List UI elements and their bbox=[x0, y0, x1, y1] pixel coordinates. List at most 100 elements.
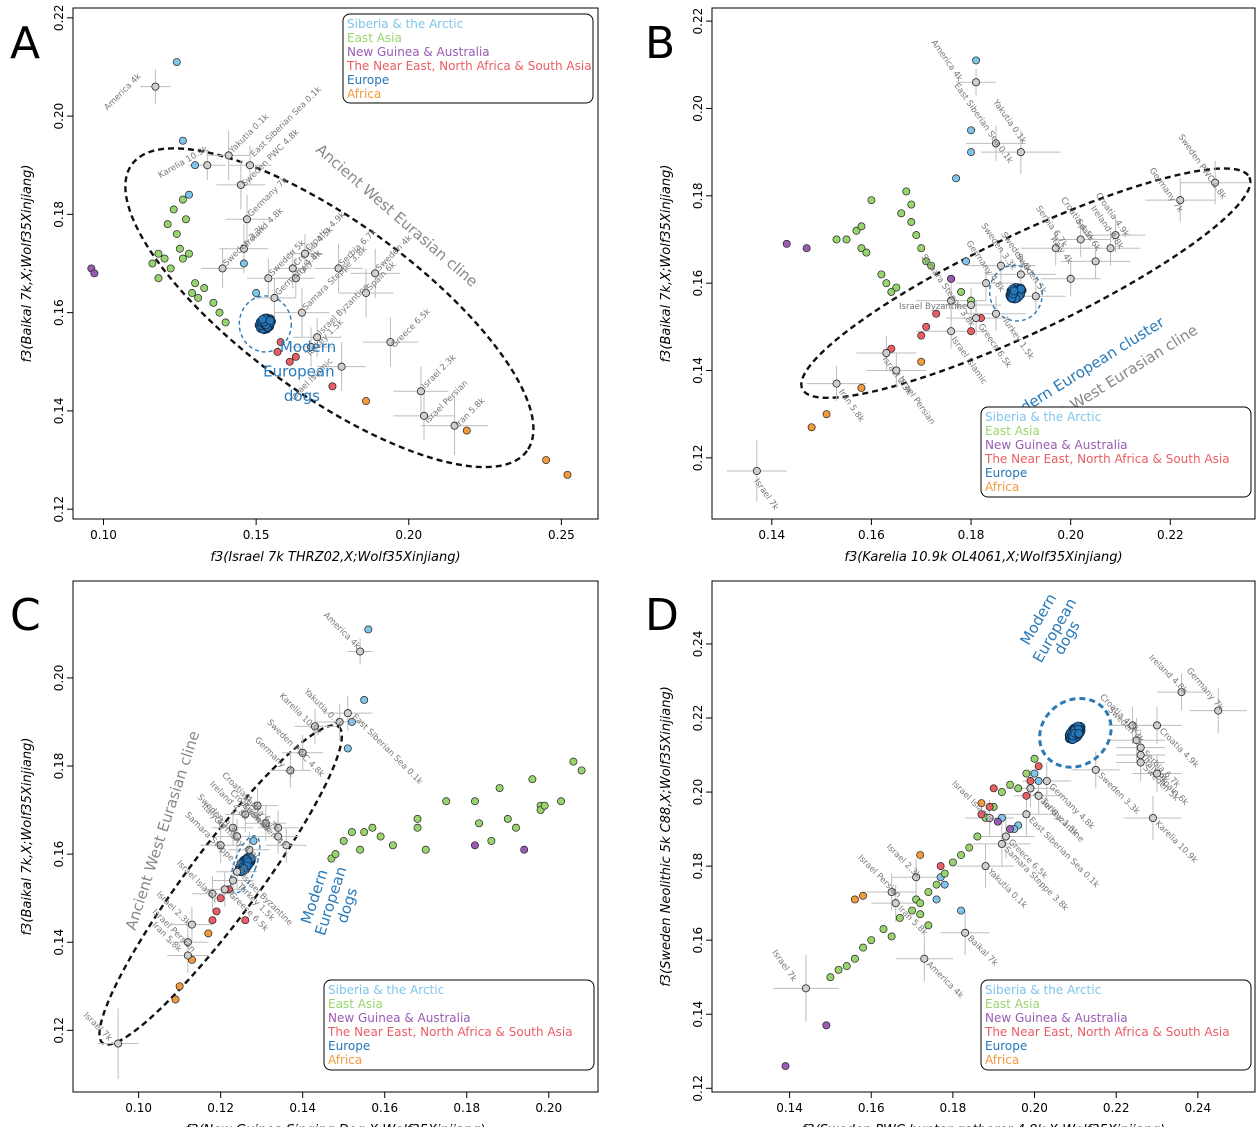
ancient-point bbox=[356, 647, 365, 656]
data-point bbox=[932, 880, 941, 889]
y-tick-label: 0.14 bbox=[52, 398, 66, 425]
legend-entry: Siberia & the Arctic bbox=[328, 983, 444, 997]
data-point bbox=[782, 239, 791, 248]
data-point bbox=[867, 196, 876, 205]
ancient-point bbox=[297, 308, 306, 317]
ancient-point bbox=[208, 889, 217, 898]
data-point bbox=[364, 625, 373, 634]
ancient-point bbox=[1153, 721, 1162, 730]
x-tick-label: 0.22 bbox=[1103, 1101, 1130, 1115]
ancient-point bbox=[1091, 765, 1100, 774]
data-point bbox=[413, 823, 422, 832]
ancient-point bbox=[1091, 257, 1100, 266]
data-point bbox=[902, 187, 911, 196]
x-tick-label: 0.20 bbox=[395, 528, 422, 542]
data-point bbox=[907, 218, 916, 226]
data-point bbox=[957, 906, 965, 915]
y-axis-label: f3(Baikal 7k,X;Wolf35Xinjiang) bbox=[20, 165, 35, 363]
ancient-point bbox=[961, 928, 970, 937]
legend-entry: New Guinea & Australia bbox=[328, 1011, 471, 1025]
x-tick-label: 0.18 bbox=[940, 1101, 967, 1115]
ancient-point bbox=[1136, 758, 1145, 767]
data-point bbox=[172, 230, 181, 238]
data-point bbox=[932, 309, 941, 318]
plot-frame bbox=[711, 7, 1256, 520]
data-point bbox=[368, 823, 377, 832]
ancient-point bbox=[274, 823, 283, 832]
data-point bbox=[977, 799, 986, 808]
data-point bbox=[475, 819, 484, 828]
ancient-point bbox=[972, 314, 981, 323]
ancient-point bbox=[985, 813, 994, 822]
data-point bbox=[842, 235, 851, 244]
data-point bbox=[802, 244, 811, 253]
point-label: America 4k bbox=[929, 38, 965, 83]
data-point bbox=[842, 962, 851, 971]
y-tick-label: 0.18 bbox=[691, 853, 705, 880]
ancient-point bbox=[947, 296, 956, 305]
ancient-point bbox=[1214, 706, 1223, 715]
data-point bbox=[887, 344, 896, 353]
y-tick-label: 0.12 bbox=[691, 1075, 705, 1102]
data-point bbox=[191, 161, 200, 170]
data-point bbox=[577, 766, 586, 775]
data-point bbox=[917, 244, 926, 253]
data-point bbox=[241, 916, 250, 925]
ancient-point bbox=[233, 832, 242, 841]
data-point bbox=[171, 995, 180, 1004]
data-point bbox=[977, 810, 986, 819]
data-point bbox=[1034, 762, 1043, 771]
data-point bbox=[895, 914, 904, 922]
ancient-point bbox=[1153, 769, 1162, 778]
data-point bbox=[892, 283, 901, 292]
ancient-point bbox=[1111, 231, 1120, 240]
point-label: Germany 7k bbox=[1184, 666, 1225, 712]
panel-letter: D bbox=[645, 590, 679, 641]
data-point bbox=[331, 850, 340, 859]
ancient-point bbox=[245, 845, 254, 854]
data-point bbox=[916, 899, 925, 908]
x-axis-label: f3(Sweden PWC hunter-gatherer 4.8k,X;Wol… bbox=[802, 1123, 1166, 1127]
data-point bbox=[339, 836, 348, 845]
data-point bbox=[471, 841, 479, 850]
data-point bbox=[947, 274, 956, 283]
data-point bbox=[993, 817, 1002, 826]
ancient-point bbox=[1034, 791, 1043, 800]
data-point bbox=[178, 254, 187, 263]
data-point bbox=[528, 775, 537, 784]
data-point bbox=[188, 289, 196, 297]
data-point bbox=[1026, 777, 1035, 785]
data-point bbox=[90, 269, 99, 278]
legend-entry: Siberia & the Arctic bbox=[985, 410, 1101, 424]
data-point bbox=[932, 895, 941, 904]
ancient-point bbox=[343, 709, 352, 718]
data-point bbox=[185, 190, 193, 199]
data-point bbox=[540, 801, 549, 810]
data-point bbox=[1006, 780, 1014, 789]
y-tick-label: 0.22 bbox=[691, 705, 705, 732]
plot-frame bbox=[711, 580, 1256, 1093]
data-point bbox=[356, 845, 365, 854]
data-point bbox=[887, 932, 896, 941]
legend-entry: East Asia bbox=[985, 997, 1040, 1011]
legend-entry: New Guinea & Australia bbox=[347, 45, 490, 59]
legend-entry: New Guinea & Australia bbox=[985, 1011, 1128, 1025]
data-point bbox=[916, 910, 925, 919]
ancient-point bbox=[1051, 244, 1060, 253]
cluster-ellipse bbox=[238, 295, 292, 353]
x-axis-label: f3(Israel 7k THRZ02,X;Wolf35Xinjiang) bbox=[210, 550, 460, 565]
modern-dog-point bbox=[265, 316, 275, 326]
data-point bbox=[172, 58, 181, 66]
data-point bbox=[862, 248, 871, 257]
data-point bbox=[512, 823, 520, 832]
modern-dog-point bbox=[1074, 729, 1084, 739]
data-point bbox=[924, 888, 933, 896]
ancient-point bbox=[997, 839, 1006, 848]
data-point bbox=[907, 200, 916, 209]
ancient-point bbox=[1177, 688, 1186, 697]
ancient-point bbox=[991, 139, 1000, 148]
data-point bbox=[212, 907, 221, 916]
data-point bbox=[276, 338, 285, 347]
data-point bbox=[200, 284, 209, 293]
